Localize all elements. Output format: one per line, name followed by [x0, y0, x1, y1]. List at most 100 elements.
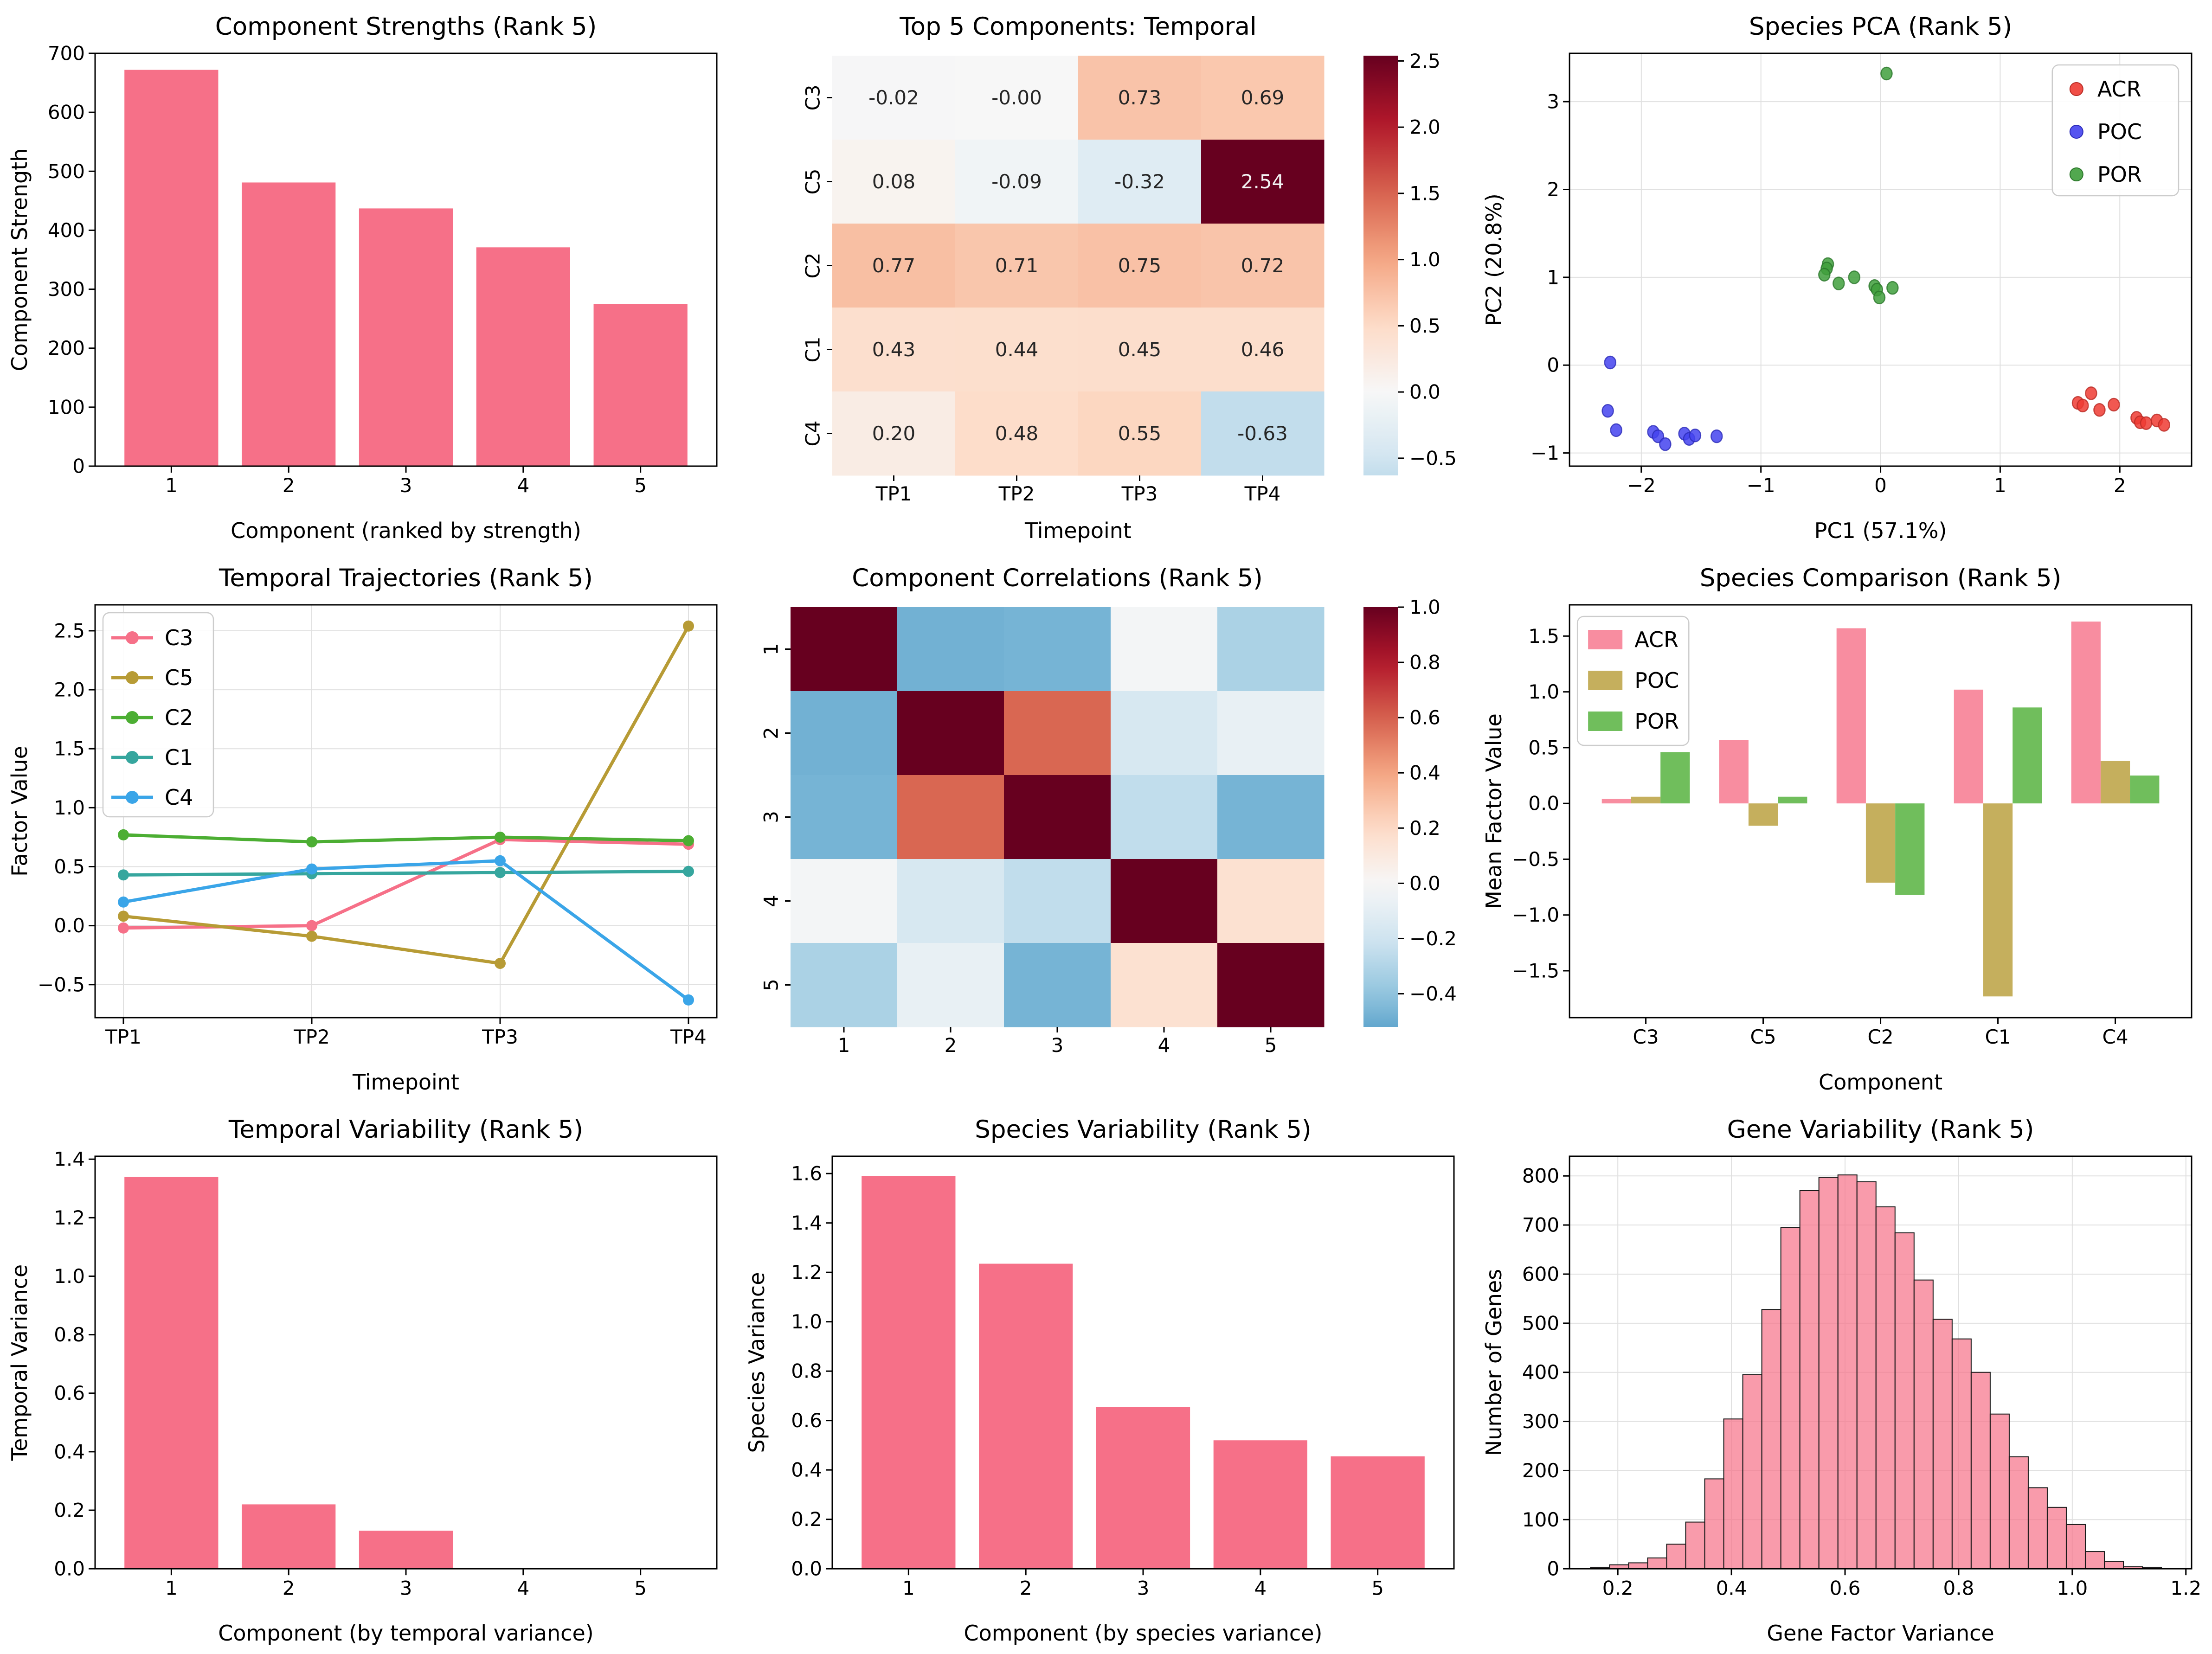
species-comparison-chart: −1.5 −1.0 −0.5 0.0 0.5 1.0 1.5 C3 C5 C2 C1 C4 Specie…: [1481, 564, 2193, 1095]
x-axis-ticks: 0.2 0.4 0.6 0.8 1.0 1.2: [1602, 1569, 2201, 1599]
bar-POC: [1631, 796, 1661, 804]
colorbar-tick-label: 0.0: [1409, 381, 1440, 404]
line-series-C3: [118, 834, 694, 934]
chart-title: Component Correlations (Rank 5): [852, 564, 1263, 592]
y-tick-label: 0: [1547, 1558, 1559, 1580]
x-axis-ticks: −2 −1 0 1 2: [1627, 466, 2126, 497]
y-tick-label: 300: [48, 278, 85, 301]
legend-label: ACR: [1634, 627, 1678, 652]
y-tick-label: 700: [1522, 1214, 1559, 1237]
y-tick-label: 0.8: [791, 1360, 822, 1383]
legend: C3 C5 C2 C1 C4: [111, 625, 193, 810]
colorbar-tick-label: −0.4: [1409, 982, 1457, 1005]
cell-value: 0.73: [1118, 86, 1162, 109]
y-tick-label: 200: [48, 337, 85, 359]
data-point: [495, 867, 506, 878]
heatmap-cell: [1078, 391, 1202, 476]
heatmap-cell: [1078, 308, 1202, 392]
bar: [124, 70, 219, 467]
y-axis-ticks: −1.5 −1.0 −0.5 0.0 0.5 1.0 1.5: [1512, 625, 1570, 982]
x-tick-label: 4: [517, 1577, 529, 1599]
temporal-trajectories-chart: −0.5 0.0 0.5 1.0 1.5 2.0 2.5 TP1 TP2 TP3 TP4 Tempor…: [7, 564, 718, 1095]
y-axis-ticks: 0.0 0.2 0.4 0.6 0.8 1.0 1.2 1.4: [54, 1148, 95, 1580]
data-point: [495, 958, 506, 969]
histogram-bar: [2027, 1487, 2048, 1570]
heatmap-cell: [832, 391, 956, 476]
data-point: [306, 836, 317, 848]
histogram-bar: [1742, 1374, 1762, 1570]
legend-box: [2051, 64, 2180, 197]
data-point: [2140, 416, 2153, 430]
data-point: [495, 855, 506, 866]
bar-POR: [2013, 707, 2042, 804]
cell-value: 0.75: [1118, 254, 1162, 277]
y-tick-label: −0.5: [38, 973, 85, 996]
heatmap-cell: [955, 391, 1079, 476]
x-tick-label: 1: [838, 1034, 850, 1057]
x-tick-label: C3: [1633, 1026, 1659, 1048]
x-tick-label: 5: [634, 1577, 647, 1599]
y-tick-label: 0.8: [54, 1323, 85, 1346]
legend-swatch: [1588, 630, 1623, 649]
x-tick-label: 0: [1874, 474, 1887, 497]
legend-label: POR: [2097, 162, 2142, 187]
heatmap-cell: [1078, 224, 1202, 308]
y-tick-label: 0: [1547, 354, 1559, 377]
y-tick-label: 1: [1547, 266, 1559, 288]
bar-groups: [1601, 622, 2160, 997]
data-point: [2085, 386, 2097, 400]
legend-marker: [2069, 82, 2083, 96]
legend-label: C2: [165, 705, 193, 730]
bar-POC: [2100, 761, 2130, 804]
scatter-series-POC: [1601, 355, 1723, 451]
heatmap-cell: [1004, 859, 1111, 943]
data-point: [306, 863, 317, 875]
x-tick-label: 1: [165, 1577, 178, 1599]
panel-temporal-heatmap: -0.02 -0.00 0.73 0.69 0.08 -0.09 -0.32 2.54 0.77…: [737, 0, 1474, 551]
heatmap-cells: -0.02 -0.00 0.73 0.69 0.08 -0.09 -0.32 2.54 0.77…: [832, 56, 1325, 476]
heatmap-cell: [1217, 607, 1325, 692]
heatmap-cell: [1217, 775, 1325, 859]
y-tick-label: 0.6: [54, 1382, 85, 1404]
x-tick-label: 3: [400, 474, 412, 497]
chart-title: Temporal Variability (Rank 5): [228, 1115, 583, 1144]
chart-title: Gene Variability (Rank 5): [1727, 1115, 2034, 1144]
bar-POC: [1865, 803, 1896, 883]
histogram-bar: [1704, 1478, 1724, 1570]
bar: [359, 208, 453, 466]
data-point: [1710, 429, 1723, 443]
heatmap-cell: [1217, 691, 1325, 776]
heatmap-cell: [955, 140, 1079, 224]
bar: [476, 247, 570, 466]
heatmap-cell: [955, 308, 1079, 392]
heatmap-cell: [1201, 308, 1325, 392]
y-tick-label: 5: [760, 979, 783, 991]
legend-label: C1: [165, 745, 193, 770]
heatmap-cell: [791, 943, 898, 1027]
y-tick-label: C4: [802, 420, 824, 446]
data-point: [2158, 418, 2170, 432]
histogram-bar: [2046, 1507, 2067, 1570]
x-tick-label: 2: [283, 474, 295, 497]
temporal-variability-chart: 0.0 0.2 0.4 0.6 0.8 1.0 1.2 1.4 1 2 3 4 5 Temporal Va…: [7, 1115, 718, 1646]
heatmap-ticks: TP1 TP2 TP3 TP4 C3 C5 C2 C1 C4: [802, 84, 1281, 505]
heatmap-cell: [791, 775, 898, 859]
histogram-bar: [1723, 1418, 1743, 1570]
histogram-bars: [1590, 1174, 2162, 1570]
x-tick-label: 5: [1265, 1034, 1277, 1057]
y-tick-label: 0.5: [54, 855, 85, 878]
y-tick-label: 400: [48, 219, 85, 242]
heatmap-cell: [955, 56, 1079, 140]
legend-marker: [126, 671, 139, 684]
x-tick-label: 1: [902, 1577, 915, 1599]
histogram-bar: [1875, 1206, 1896, 1570]
y-tick-label: −1.0: [1512, 904, 1559, 926]
y-tick-label: 0.0: [54, 914, 85, 937]
y-tick-label: 4: [760, 895, 783, 907]
legend-marker: [126, 791, 139, 804]
histogram-bar: [1951, 1338, 1972, 1570]
x-tick-label: TP1: [875, 482, 912, 505]
legend-label: ACR: [2097, 77, 2141, 102]
y-axis-label: Factor Value: [7, 746, 32, 877]
x-tick-label: 2: [2114, 474, 2126, 497]
